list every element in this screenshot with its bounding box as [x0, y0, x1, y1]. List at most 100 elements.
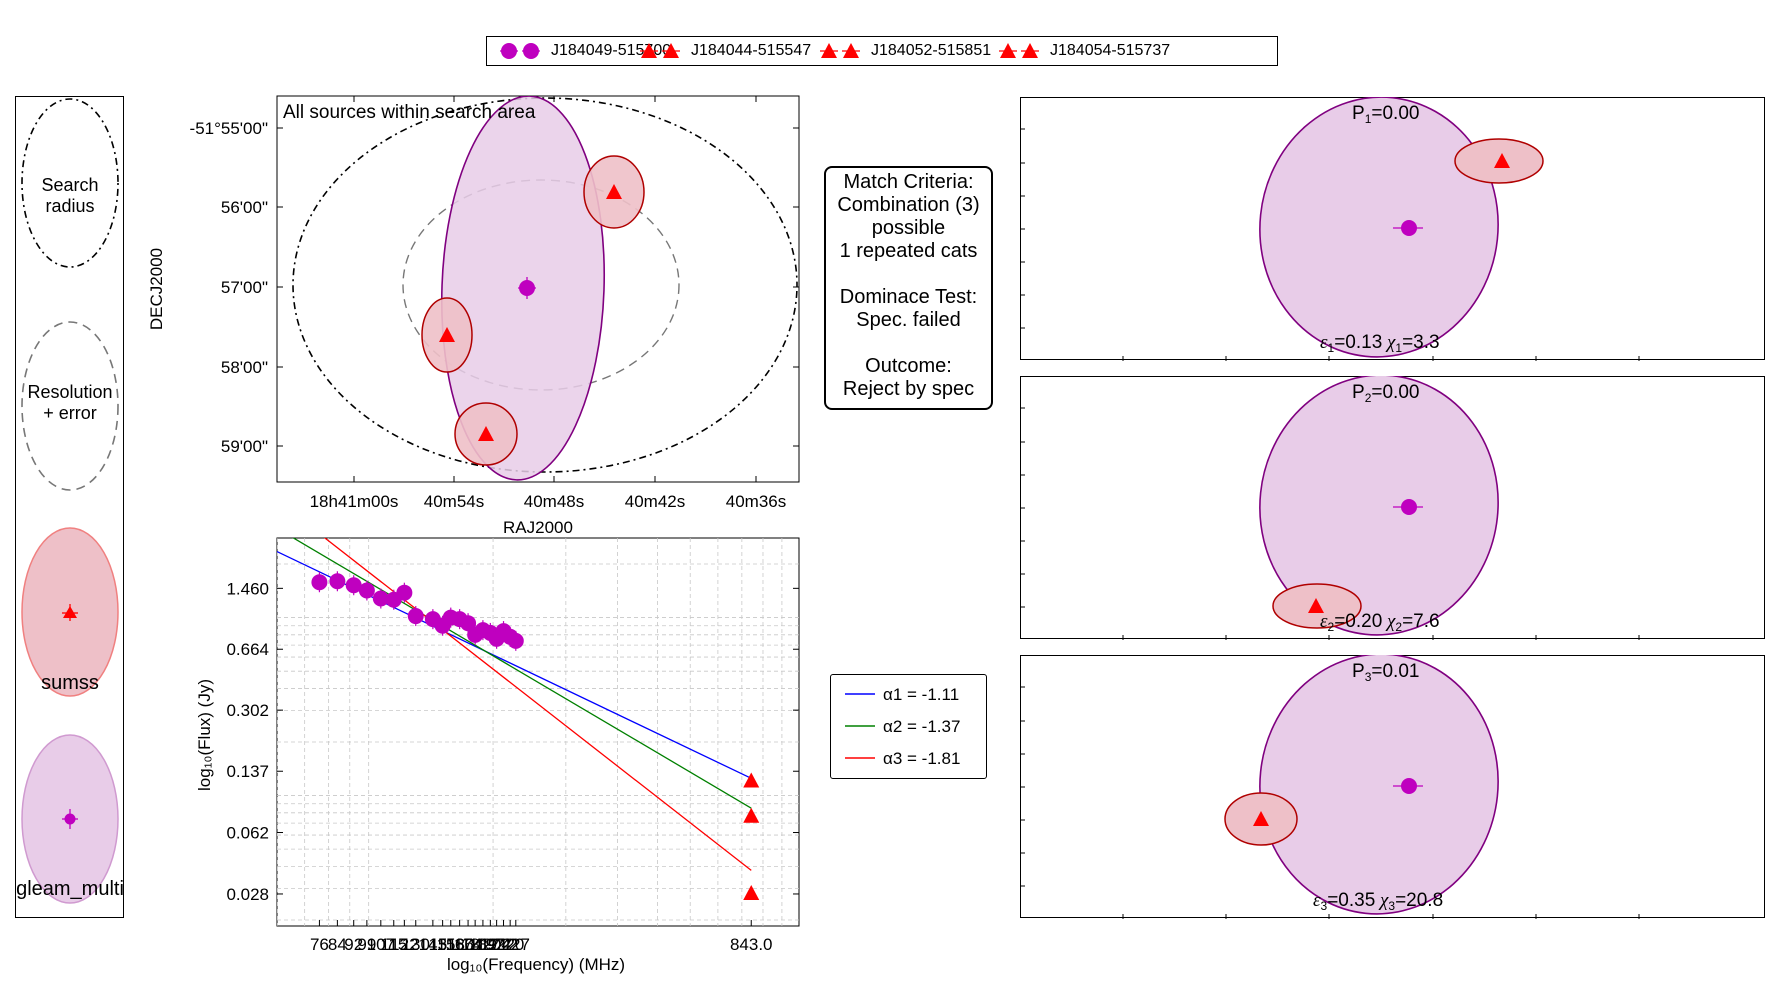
combo-panel-2-svg: P2=0.00 ε2=0.20 χ2=7.6: [1020, 376, 1765, 640]
spec-ytick-label: 0.137: [226, 762, 269, 781]
spec-xtick-label: 122: [390, 935, 418, 954]
match-line-9: Reject by spec: [842, 378, 975, 400]
legend-marker-2: [820, 43, 860, 58]
key-panel: Search radius Resolution + error sumss g…: [15, 96, 124, 918]
legend-entry-1: J184044-515547: [635, 37, 811, 65]
gleam-source-marker: [519, 280, 535, 296]
fit-line-3: [323, 538, 752, 871]
sky-x-ticks: [353, 96, 757, 482]
match-line-4: [826, 263, 991, 286]
spec-xtick-label: 204: [482, 935, 510, 954]
combo2-ticks: [1020, 407, 1640, 640]
combo1-stats: ε1=0.13 χ1=3.3: [1320, 332, 1440, 355]
spec-ytick-label: 0.664: [226, 640, 269, 659]
sky-xtick-0: 18h41m00s: [310, 492, 399, 511]
top-legend: J184049-515700 J184044-515547 J184052-5158…: [486, 36, 1278, 66]
legend-items: J184049-515700 J184044-515547 J184052-5158…: [487, 37, 1277, 65]
sumss-flux-point: [743, 807, 760, 823]
combo2-p-label: P2=0.00: [1352, 382, 1419, 405]
alpha-legend: α1 = -1.11 α2 = -1.37 α3 = -1.81: [830, 674, 987, 779]
sky-ytick-3: 58'00": [221, 358, 268, 377]
combo-panel-3: P3=0.01 ε3=0.35 χ3=20.8: [1020, 655, 1765, 919]
gleam-flux-point: [372, 588, 389, 609]
sky-title: All sources within search area: [283, 102, 536, 123]
sky-xtick-4: 40m36s: [726, 492, 786, 511]
spec-xlabel: log₁₀(Frequency) (MHz): [447, 955, 625, 974]
sky-ylabel: DECJ2000: [147, 248, 166, 330]
spec-xtick-label: 189: [469, 935, 497, 954]
spec-xtick-label: 166: [445, 935, 473, 954]
sky-ytick-1: 56'00": [221, 198, 268, 217]
sky-ytick-0: -51°55'00": [190, 119, 268, 138]
gleam-key-label: gleam_multi: [16, 878, 123, 900]
sky-xtick-2: 40m48s: [524, 492, 584, 511]
sky-y-ticks: [277, 127, 799, 447]
legend-label-1: J184044-515547: [691, 42, 812, 59]
spec-xtick-label: 92: [344, 935, 363, 954]
gleam-flux-point: [396, 582, 413, 603]
key-panel-svg: Search radius Resolution + error sumss g…: [16, 98, 123, 904]
spec-ytick-label: 0.062: [226, 824, 269, 843]
match-line-5: Dominace Test:: [839, 286, 978, 308]
combo-panel-2: P2=0.00 ε2=0.20 χ2=7.6: [1020, 376, 1765, 640]
alpha3-label: α3 = -1.81: [883, 749, 960, 768]
spec-xtick-label: 227: [502, 935, 530, 954]
combo2-gleam-ellipse: [1259, 376, 1499, 636]
spec-xtick-label: 158: [437, 935, 465, 954]
alpha1-label: α1 = -1.11: [883, 685, 959, 704]
combo1-p-label: P1=0.00: [1352, 103, 1419, 126]
combo2-stats: ε2=0.20 χ2=7.6: [1320, 611, 1440, 634]
combo3-gleam-ellipse: [1259, 655, 1499, 915]
combo-panel-1-svg: P1=0.00 ε1=0.13 χ1=3.3: [1020, 97, 1765, 361]
spec-xtick-label: 220: [496, 935, 524, 954]
legend-label-0: J184049-515700: [551, 42, 672, 59]
gleam-flux-point: [329, 571, 346, 592]
legend-marker-3: [999, 43, 1039, 58]
spec-xticks: 76 84929910711512213014315115816617418118…: [310, 920, 773, 954]
spec-xtick-label: 76: [310, 935, 329, 954]
combo3-p-label: P3=0.01: [1352, 661, 1419, 684]
legend-entry-2: J184052-515851: [815, 37, 991, 65]
spec-xtick-label: 107: [367, 935, 395, 954]
combo2-gleam-marker: [1401, 499, 1417, 515]
match-line-6: Spec. failed: [856, 309, 961, 331]
legend-label-3: J184054-515737: [1050, 42, 1171, 59]
resolution-ellipse: [21, 321, 119, 491]
combo3-gleam-marker: [1401, 778, 1417, 794]
sky-ytick-4: 59'00": [221, 437, 268, 456]
match-line-1: Combination (3): [837, 194, 980, 216]
spec-xtick-label: 151: [428, 935, 456, 954]
match-criteria-box: Match Criteria: Combination (3) possible…: [824, 166, 993, 410]
sky-xtick-3: 40m42s: [625, 492, 685, 511]
spec-grid: [277, 538, 799, 926]
gleam-flux-point: [311, 572, 328, 593]
combo-panel-1: P1=0.00 ε1=0.13 χ1=3.3: [1020, 97, 1765, 361]
spec-xtick-label: 99: [357, 935, 376, 954]
combo1-sumss-marker: [1494, 153, 1510, 168]
resolution-label-2: + error: [43, 403, 97, 423]
spec-axes-frame: [276, 537, 800, 927]
match-line-0: Match Criteria:: [843, 171, 974, 193]
legend-entry-0: J184049-515700: [495, 37, 671, 65]
sumss-marker-a: [606, 184, 622, 199]
spec-xtick-label: 843.0: [730, 935, 773, 954]
sumss-flux-point: [743, 884, 760, 900]
search-area-ellipse: [292, 97, 798, 473]
resolution-label-1: Resolution: [27, 382, 112, 402]
spec-xtick-label: 212: [489, 935, 517, 954]
spec-xtick-label: 130: [402, 935, 430, 954]
fit-line-2: [292, 538, 752, 809]
sumss-flux-point: [743, 772, 760, 788]
gleam-flux-point: [460, 613, 477, 634]
gleam-flux-point: [407, 606, 424, 627]
match-line-2: possible: [871, 217, 946, 239]
spec-xtick-label: 84: [328, 935, 347, 954]
spec-xtick-label: 115: [380, 935, 407, 954]
search-radius-label-2: radius: [45, 196, 94, 216]
gleam-flux-point: [345, 575, 362, 596]
combo1-ticks: [1020, 128, 1640, 361]
combo3-ticks: [1020, 686, 1640, 919]
gleam-key-octagon-icon: [64, 813, 76, 825]
sky-xlabel: RAJ2000: [503, 518, 573, 537]
